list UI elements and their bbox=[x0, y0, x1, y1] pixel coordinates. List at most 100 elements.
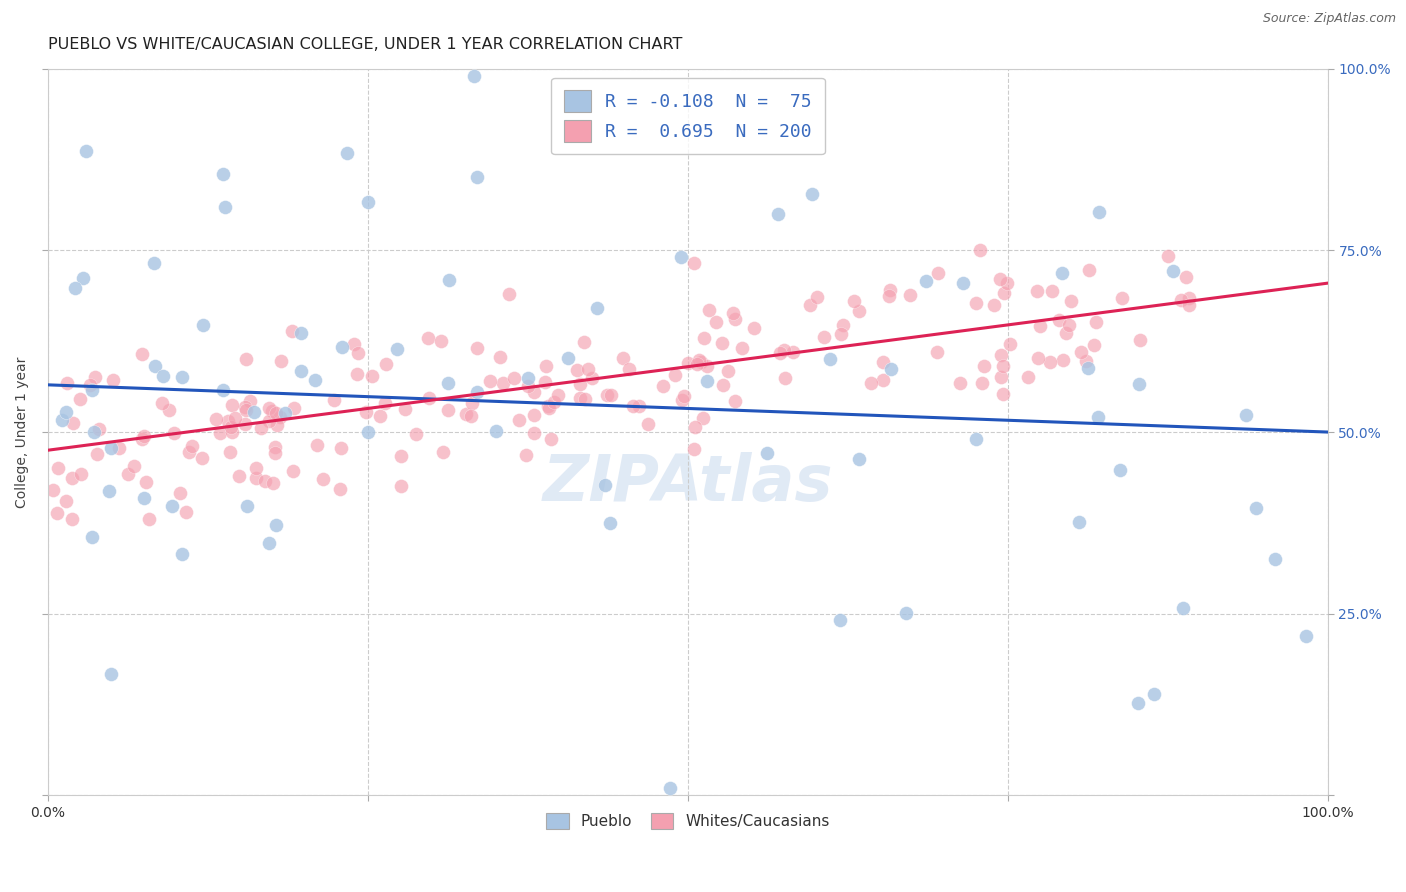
Point bbox=[89, 422, 111, 436]
Point bbox=[516, 371, 538, 385]
Y-axis label: College, Under 1 year: College, Under 1 year bbox=[15, 357, 30, 508]
Point bbox=[209, 426, 232, 441]
Point bbox=[239, 394, 262, 409]
Point bbox=[329, 441, 352, 455]
Point bbox=[1088, 204, 1111, 219]
Point bbox=[993, 285, 1015, 300]
Point bbox=[233, 400, 256, 414]
Point bbox=[257, 536, 280, 550]
Point bbox=[51, 412, 73, 426]
Point bbox=[925, 344, 948, 359]
Point bbox=[581, 370, 603, 384]
Point bbox=[172, 369, 194, 384]
Point bbox=[169, 486, 191, 500]
Point bbox=[436, 402, 458, 417]
Point bbox=[515, 448, 537, 462]
Point bbox=[305, 438, 328, 452]
Point bbox=[124, 458, 146, 473]
Point bbox=[233, 417, 256, 431]
Point bbox=[1234, 409, 1257, 423]
Point bbox=[769, 346, 792, 360]
Point bbox=[686, 357, 709, 371]
Point bbox=[724, 394, 747, 409]
Point bbox=[503, 371, 526, 385]
Point bbox=[1054, 326, 1077, 341]
Point bbox=[1025, 285, 1047, 299]
Point bbox=[72, 271, 94, 285]
Point bbox=[973, 359, 995, 373]
Point bbox=[1178, 298, 1201, 312]
Point bbox=[465, 169, 488, 184]
Point bbox=[1143, 687, 1166, 701]
Point bbox=[60, 471, 83, 485]
Point bbox=[181, 440, 204, 454]
Point bbox=[193, 318, 215, 332]
Point bbox=[872, 373, 894, 387]
Point bbox=[676, 356, 699, 370]
Point bbox=[949, 376, 972, 390]
Point bbox=[569, 391, 592, 405]
Text: PUEBLO VS WHITE/CAUCASIAN COLLEGE, UNDER 1 YEAR CORRELATION CHART: PUEBLO VS WHITE/CAUCASIAN COLLEGE, UNDER… bbox=[48, 37, 682, 53]
Point bbox=[523, 425, 546, 440]
Point bbox=[83, 425, 105, 439]
Point bbox=[724, 311, 747, 326]
Text: Source: ZipAtlas.com: Source: ZipAtlas.com bbox=[1263, 12, 1396, 25]
Point bbox=[599, 516, 621, 531]
Point bbox=[898, 288, 921, 302]
Point bbox=[1128, 377, 1150, 392]
Point bbox=[523, 409, 546, 423]
Point bbox=[281, 324, 304, 338]
Point bbox=[915, 274, 938, 288]
Point bbox=[46, 460, 69, 475]
Point bbox=[998, 336, 1021, 351]
Text: ZIPAtlas: ZIPAtlas bbox=[543, 452, 834, 514]
Point bbox=[612, 351, 634, 365]
Point bbox=[343, 337, 366, 351]
Point bbox=[800, 186, 823, 201]
Point bbox=[60, 512, 83, 526]
Point bbox=[101, 373, 124, 387]
Point bbox=[969, 243, 991, 257]
Point bbox=[357, 425, 380, 439]
Point bbox=[211, 167, 233, 181]
Point bbox=[621, 399, 644, 413]
Point bbox=[627, 399, 650, 413]
Point bbox=[235, 352, 257, 367]
Point bbox=[274, 406, 297, 420]
Point bbox=[536, 400, 558, 414]
Point bbox=[266, 417, 288, 432]
Point bbox=[370, 409, 392, 424]
Point bbox=[578, 362, 600, 376]
Point bbox=[673, 388, 696, 402]
Point bbox=[329, 482, 352, 496]
Point bbox=[848, 452, 870, 467]
Point bbox=[1026, 351, 1049, 365]
Point bbox=[965, 433, 987, 447]
Point bbox=[63, 281, 86, 295]
Point bbox=[217, 414, 239, 428]
Point bbox=[927, 266, 949, 280]
Point bbox=[664, 368, 686, 382]
Point bbox=[163, 425, 186, 440]
Point bbox=[522, 384, 544, 399]
Point bbox=[567, 363, 589, 377]
Point bbox=[1111, 292, 1133, 306]
Point bbox=[463, 69, 485, 83]
Point bbox=[848, 304, 870, 318]
Point bbox=[257, 414, 280, 428]
Point bbox=[219, 420, 242, 434]
Point bbox=[394, 401, 416, 416]
Point bbox=[432, 445, 454, 459]
Point bbox=[150, 396, 173, 410]
Point bbox=[540, 432, 562, 446]
Point bbox=[152, 369, 174, 384]
Point bbox=[547, 388, 569, 402]
Point bbox=[830, 326, 852, 341]
Point bbox=[538, 401, 561, 415]
Point bbox=[1057, 318, 1080, 332]
Point bbox=[177, 445, 200, 459]
Point bbox=[55, 405, 77, 419]
Point bbox=[264, 406, 287, 420]
Point bbox=[228, 469, 250, 483]
Point bbox=[135, 475, 157, 490]
